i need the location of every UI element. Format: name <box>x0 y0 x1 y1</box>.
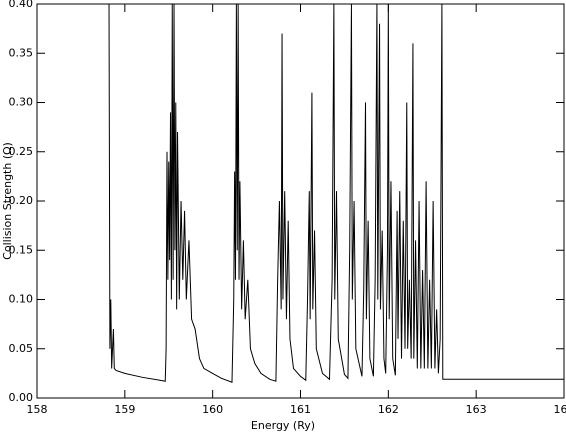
y-tick-label: 0.30 <box>9 96 34 109</box>
x-tick-label: 158 <box>27 403 48 416</box>
x-tick-label: 161 <box>290 403 311 416</box>
y-tick-label: 0.00 <box>9 391 34 404</box>
data-line <box>108 4 564 383</box>
y-tick-label: 0.05 <box>9 342 34 355</box>
x-axis-label: Energy (Ry) <box>251 419 315 432</box>
x-tick-label: 162 <box>378 403 399 416</box>
x-tick-label: 160 <box>202 403 223 416</box>
x-tick-label: 164 <box>554 403 566 416</box>
y-tick-label: 0.20 <box>9 194 34 207</box>
y-tick-label: 0.15 <box>9 243 34 256</box>
x-tick-label: 163 <box>466 403 487 416</box>
y-tick-label: 0.40 <box>9 0 34 10</box>
y-tick-label: 0.25 <box>9 145 34 158</box>
y-axis-label: Collision Strength (Ω) <box>1 142 14 260</box>
y-tick-label: 0.35 <box>9 46 34 59</box>
plot-frame <box>36 3 565 399</box>
y-tick-label: 0.10 <box>9 293 34 306</box>
x-tick-label: 159 <box>114 403 135 416</box>
